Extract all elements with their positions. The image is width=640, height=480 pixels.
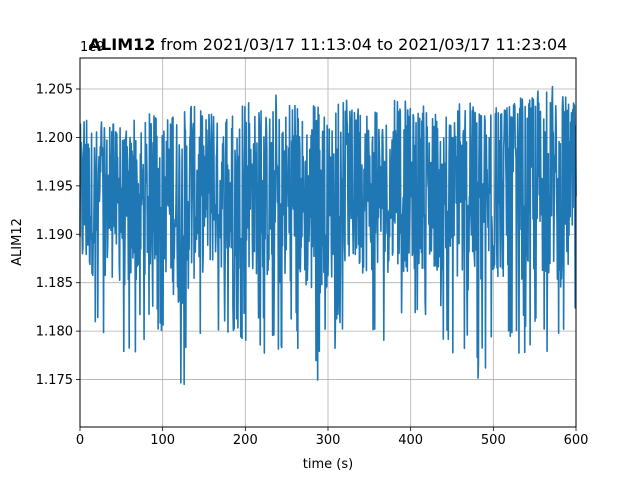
x-tick-label: 400 xyxy=(398,433,423,448)
x-tick-label: 0 xyxy=(76,433,84,448)
x-tick-label: 200 xyxy=(233,433,258,448)
y-tick-label: 1.180 xyxy=(36,325,73,340)
x-tick-label: 500 xyxy=(481,433,506,448)
series-path xyxy=(79,85,577,386)
x-tick-label: 100 xyxy=(150,433,175,448)
title-rest: from 2021/03/17 11:13:04 to 2021/03/17 1… xyxy=(155,35,567,54)
title-bold: ALIM12 xyxy=(89,35,156,54)
chart-title: ALIM12 from 2021/03/17 11:13:04 to 2021/… xyxy=(89,35,568,54)
y-tick-label: 1.175 xyxy=(36,373,73,388)
y-tick-label: 1.185 xyxy=(36,276,73,291)
y-tick-label: 1.190 xyxy=(36,228,73,243)
x-tick-label: 600 xyxy=(564,433,589,448)
y-tick-label: 1.205 xyxy=(36,82,73,97)
y-tick-label: 1.195 xyxy=(36,179,73,194)
y-tick-label: 1.200 xyxy=(36,131,73,146)
series-line xyxy=(79,85,577,386)
x-tick-label: 300 xyxy=(316,433,341,448)
y-offset-label: 1e9 xyxy=(80,40,105,55)
x-axis-label: time (s) xyxy=(303,457,353,472)
axis-ticks: 0 100 200 300 400 500 600 1.175 1.180 1.185 1.190 1… xyxy=(36,82,589,448)
y-axis-label: ALIM12 xyxy=(10,218,25,266)
